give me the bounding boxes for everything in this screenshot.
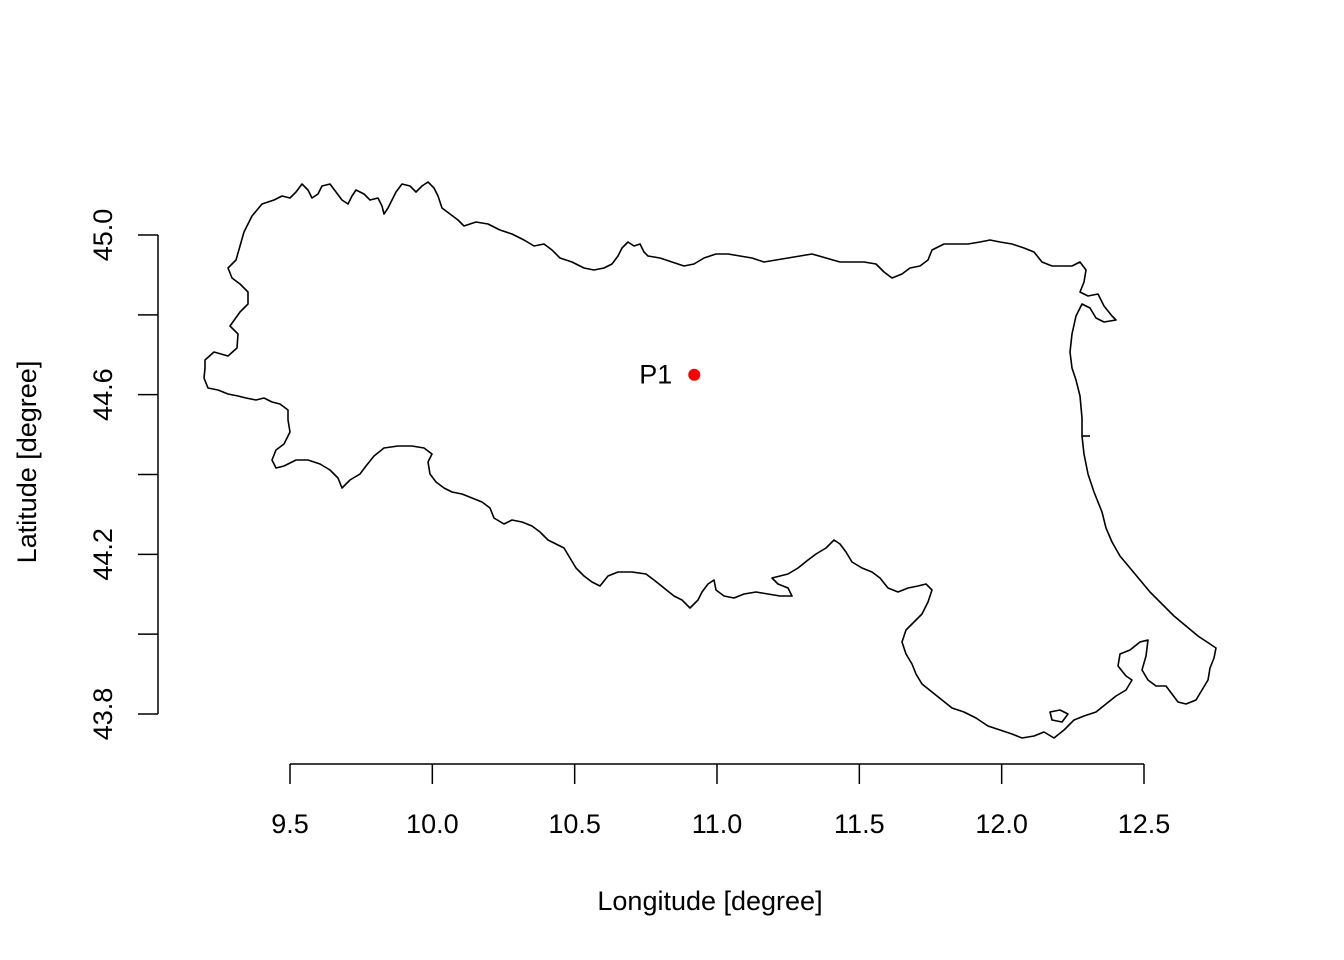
y-tick-label: 44.6 — [88, 368, 118, 421]
x-tick-label: 11.5 — [834, 809, 885, 839]
region-layer — [203, 181, 1217, 739]
y-tick-label: 45.0 — [88, 209, 118, 262]
x-tick-label: 12.5 — [1118, 809, 1171, 839]
y-axis: 43.8 44.2 44.6 45.0 — [88, 209, 159, 741]
x-axis-title: Longitude [degree] — [597, 886, 822, 916]
x-tick-label: 11.0 — [692, 809, 743, 839]
x-axis: 9.5 10.0 10.5 11.0 11.5 12.0 12.5 — [271, 763, 1171, 839]
x-tick-label: 12.0 — [975, 809, 1028, 839]
point-marker — [688, 368, 701, 381]
x-tick-label: 10.5 — [548, 809, 601, 839]
enclave-outline — [1049, 709, 1069, 723]
point-label: P1 — [639, 360, 672, 390]
y-tick-label: 44.2 — [88, 528, 118, 581]
y-tick-label: 43.8 — [88, 688, 118, 741]
points-layer: P1 — [639, 360, 701, 390]
x-tick-label: 10.0 — [406, 809, 459, 839]
y-axis-title: Latitude [degree] — [12, 361, 42, 564]
region-outline — [203, 181, 1217, 739]
x-tick-label: 9.5 — [271, 809, 309, 839]
